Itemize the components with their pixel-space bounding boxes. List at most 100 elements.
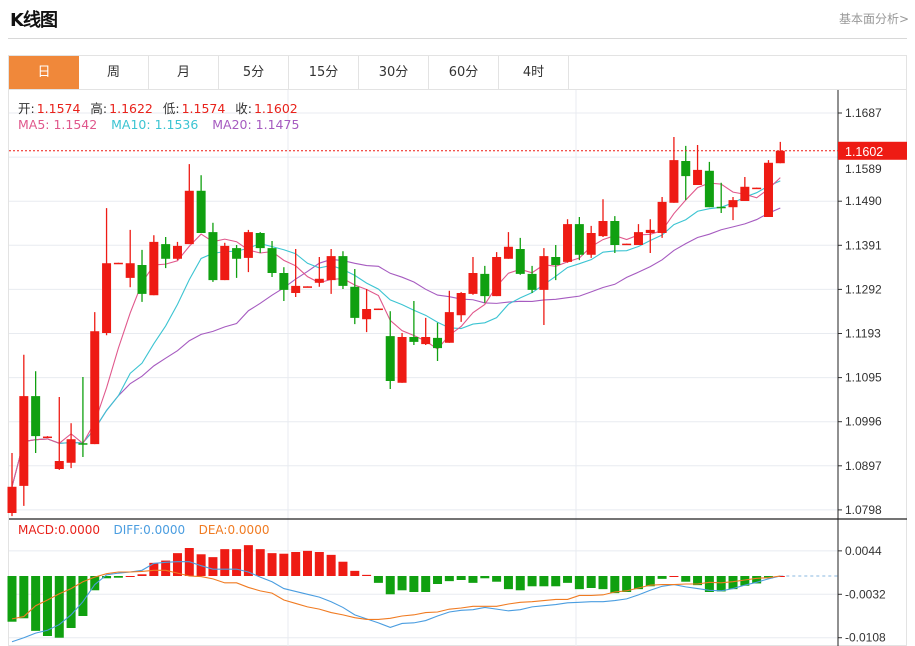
candle-body	[232, 248, 242, 259]
candle	[232, 245, 242, 278]
candle	[716, 182, 726, 213]
candle-body	[220, 245, 230, 281]
macd-bar	[161, 560, 171, 576]
last-price-tag	[838, 141, 907, 160]
candle	[66, 423, 76, 469]
candle-body	[468, 273, 478, 294]
candle-body	[681, 161, 691, 177]
candle	[503, 232, 513, 259]
tab-3[interactable]: 5分	[219, 56, 289, 89]
price-tick-label: 1.1490	[845, 194, 882, 208]
candle-body	[693, 169, 703, 185]
fundamental-analysis-link[interactable]: 基本面分析>	[838, 12, 909, 26]
candle-body	[267, 248, 277, 273]
macd-bar	[681, 576, 691, 582]
candle-body	[184, 190, 194, 245]
candle-body	[362, 309, 372, 320]
macd-bar	[456, 576, 466, 580]
candle-body	[350, 286, 360, 318]
candle	[492, 252, 502, 297]
dea-value: DEA:0.0000	[198, 523, 270, 537]
macd-bar	[397, 576, 407, 591]
tab-1[interactable]: 周	[79, 56, 149, 89]
candle-body	[563, 224, 573, 262]
macd-bar	[255, 549, 265, 576]
candle	[397, 333, 407, 383]
macd-bar	[113, 576, 123, 578]
ma20-line	[11, 207, 781, 487]
candle-body	[113, 262, 123, 265]
candle-body	[775, 150, 785, 164]
candle	[515, 237, 525, 275]
candle	[78, 377, 88, 457]
macd-bar	[208, 557, 218, 576]
ma-info: MA5: 1.1542 MA10: 1.1536 MA20: 1.1475	[18, 117, 301, 132]
candle	[279, 267, 289, 301]
macd-bar	[385, 576, 395, 595]
tab-5[interactable]: 30分	[359, 56, 429, 89]
macd-bar	[267, 553, 277, 576]
macd-bar	[243, 545, 253, 576]
macd-bar	[338, 561, 348, 576]
candle	[444, 290, 454, 343]
diff-line	[11, 561, 781, 643]
candle-body	[314, 278, 324, 283]
macd-bar	[610, 576, 620, 594]
candle	[208, 222, 218, 282]
macd-bar	[563, 576, 573, 583]
macd-info: MACD:0.0000 DIFF:0.0000 DEA:0.0000	[18, 523, 271, 537]
candle-body	[740, 186, 750, 201]
macd-bar	[42, 576, 52, 636]
candle-body	[704, 170, 714, 208]
candle	[172, 241, 182, 261]
period-tabs: 日周月 5分 15分 30分 60分 4时	[8, 55, 907, 89]
macd-bar	[503, 576, 513, 590]
price-tick-label: 1.1687	[845, 106, 882, 120]
candle	[669, 137, 679, 203]
candle	[740, 177, 750, 201]
candle	[90, 312, 100, 445]
candle	[137, 249, 147, 302]
tab-2[interactable]: 月	[149, 56, 219, 89]
candle	[693, 145, 703, 185]
macd-bar	[350, 570, 360, 576]
tab-6[interactable]: 60分	[429, 56, 499, 89]
macd-bar	[102, 576, 112, 579]
candle	[385, 311, 395, 389]
candle-body	[243, 232, 253, 258]
macd-bar	[303, 550, 312, 576]
candle-body	[102, 263, 112, 333]
candle	[421, 317, 431, 345]
candle	[125, 229, 135, 288]
candle	[551, 245, 561, 281]
ma10-line	[11, 180, 781, 487]
candle	[184, 164, 194, 245]
price-tick-label: 1.1589	[845, 162, 882, 176]
candle	[728, 197, 738, 221]
price-tick-label: 1.0996	[845, 415, 882, 429]
macd-bar	[19, 576, 29, 619]
macd-bar	[468, 576, 478, 583]
candle	[468, 257, 478, 295]
candle-body	[598, 221, 608, 237]
candle	[220, 242, 230, 281]
candle	[7, 453, 17, 517]
candle	[31, 371, 41, 453]
price-tick-label: 1.0798	[845, 503, 882, 517]
candle-body	[385, 336, 395, 381]
tab-0[interactable]: 日	[9, 56, 79, 89]
candle-body	[303, 286, 312, 288]
tab-4[interactable]: 15分	[289, 56, 359, 89]
candle-body	[149, 241, 159, 296]
low-value: 1.1574	[181, 101, 226, 116]
macd-bar	[326, 554, 336, 576]
tab-7[interactable]: 4时	[499, 56, 569, 89]
macd-bar	[740, 576, 750, 586]
candle	[480, 265, 490, 303]
candle-body	[137, 265, 147, 294]
candle-body	[633, 232, 643, 245]
candle-body	[763, 162, 773, 217]
macd-bar	[172, 553, 182, 576]
candle-body	[161, 244, 171, 259]
